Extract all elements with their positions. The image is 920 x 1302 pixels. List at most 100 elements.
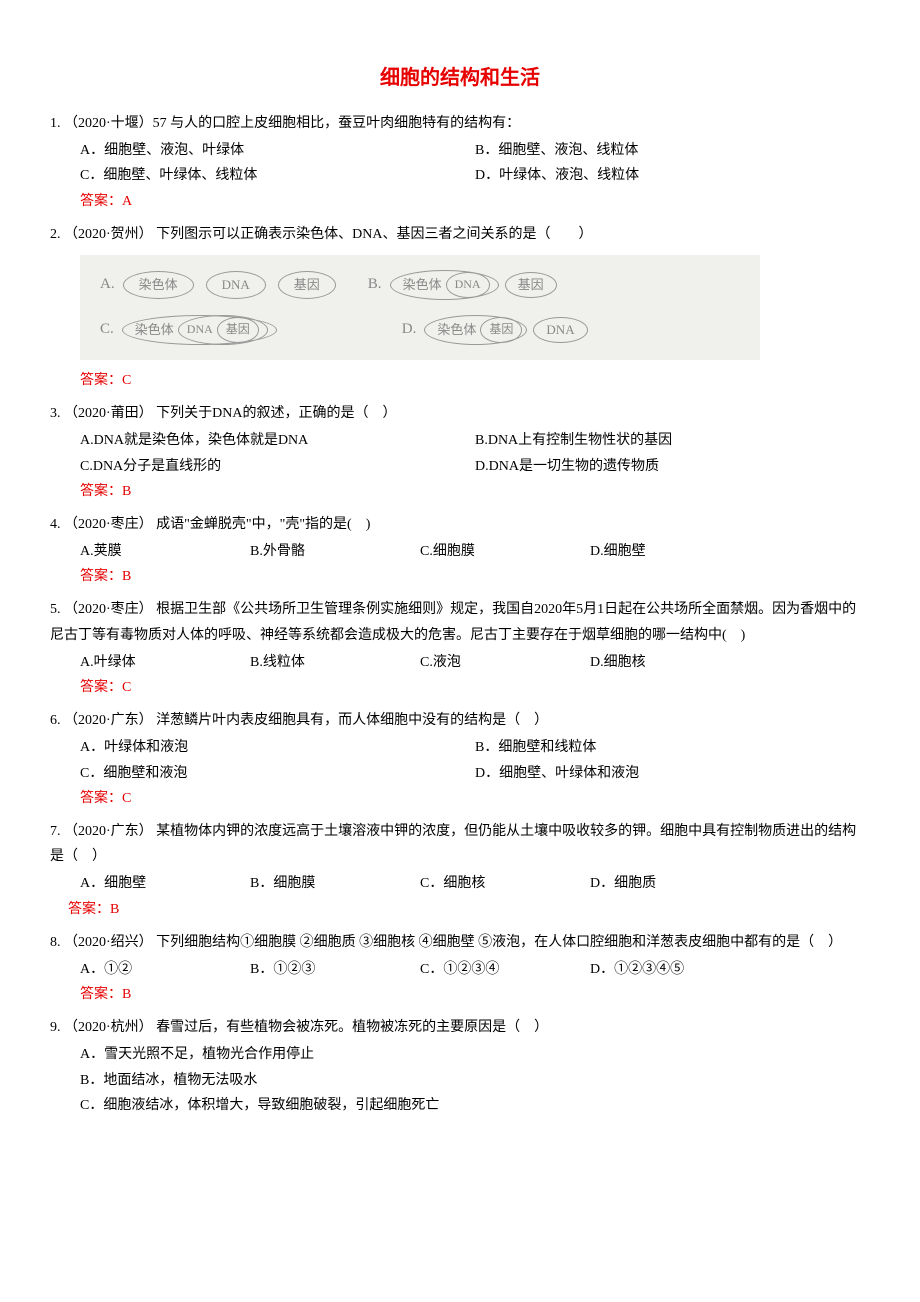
q2-b-dna: DNA — [446, 272, 490, 298]
q6-option-a: A．叶绿体和液泡 — [80, 735, 475, 760]
q3-options-row1: A.DNA就是染色体，染色体就是DNA B.DNA上有控制生物性状的基因 — [50, 428, 870, 453]
q6-text: 6. （2020·广东） 洋葱鳞片叶内表皮细胞具有，而人体细胞中没有的结构是（ … — [50, 708, 870, 733]
q5-option-d: D.细胞核 — [590, 650, 760, 675]
q7-num: 7. — [50, 824, 61, 839]
q7-source: （2020·广东） — [64, 824, 153, 839]
q1-answer: 答案：A — [50, 189, 870, 214]
q5-option-b: B.线粒体 — [250, 650, 420, 675]
q2-c-middle: DNA 基因 — [178, 315, 268, 345]
q2-source: （2020·贺州） — [64, 227, 153, 242]
q3-num: 3. — [50, 406, 61, 421]
q2-diagram: A. 染色体 DNA 基因 B. 染色体 DNA 基因 C. 染色体 DNA 基… — [80, 255, 760, 360]
question-3: 3. （2020·莆田） 下列关于DNA的叙述，正确的是（ ） A.DNA就是染… — [50, 401, 870, 504]
q3-option-c: C.DNA分子是直线形的 — [80, 454, 475, 479]
q6-option-b: B．细胞壁和线粒体 — [475, 735, 870, 760]
q4-answer: 答案：B — [50, 564, 870, 589]
q2-b-outer: 染色体 DNA — [390, 270, 499, 300]
q2-c-chromosome: 染色体 — [135, 318, 174, 341]
q9-source: （2020·杭州） — [64, 1020, 153, 1035]
q1-options-row1: A．细胞壁、液泡、叶绿体 B．细胞壁、液泡、线粒体 — [50, 138, 870, 163]
question-6: 6. （2020·广东） 洋葱鳞片叶内表皮细胞具有，而人体细胞中没有的结构是（ … — [50, 708, 870, 811]
question-8: 8. （2020·绍兴） 下列细胞结构①细胞膜 ②细胞质 ③细胞核 ④细胞壁 ⑤… — [50, 930, 870, 1008]
q3-source: （2020·莆田） — [64, 406, 153, 421]
q2-a-oval1: 染色体 — [123, 271, 194, 299]
q6-options-row1: A．叶绿体和液泡 B．细胞壁和线粒体 — [50, 735, 870, 760]
q2-answer: 答案：C — [50, 368, 870, 393]
q8-option-d: D．①②③④⑤ — [590, 957, 760, 982]
q6-option-c: C．细胞壁和液泡 — [80, 761, 475, 786]
q7-text: 7. （2020·广东） 某植物体内钾的浓度远高于土壤溶液中钾的浓度，但仍能从土… — [50, 819, 870, 869]
q5-text: 5. （2020·枣庄） 根据卫生部《公共场所卫生管理条例实施细则》规定，我国自… — [50, 597, 870, 647]
q2-text: 2. （2020·贺州） 下列图示可以正确表示染色体、DNA、基因三者之间关系的… — [50, 222, 870, 247]
q6-num: 6. — [50, 713, 61, 728]
q5-source: （2020·枣庄） — [64, 602, 153, 617]
q7-answer: 答案：B — [50, 897, 870, 922]
q9-option-a: A．雪天光照不足，植物光合作用停止 — [50, 1042, 870, 1067]
q7-question: 某植物体内钾的浓度远高于土壤溶液中钾的浓度，但仍能从土壤中吸收较多的钾。细胞中具… — [50, 824, 856, 864]
q2-diagram-row1: A. 染色体 DNA 基因 B. 染色体 DNA 基因 — [100, 270, 740, 300]
q6-source: （2020·广东） — [64, 713, 153, 728]
q3-option-b: B.DNA上有控制生物性状的基因 — [475, 428, 870, 453]
q4-text: 4. （2020·枣庄） 成语"金蝉脱壳"中，"壳"指的是( ) — [50, 512, 870, 537]
q1-text: 1. （2020·十堰）57 与人的口腔上皮细胞相比，蚕豆叶肉细胞特有的结构有： — [50, 111, 870, 136]
q1-option-d: D．叶绿体、液泡、线粒体 — [475, 163, 870, 188]
q4-option-b: B.外骨骼 — [250, 539, 420, 564]
q3-options-row2: C.DNA分子是直线形的 D.DNA是一切生物的遗传物质 — [50, 454, 870, 479]
q6-options-row2: C．细胞壁和液泡 D．细胞壁、叶绿体和液泡 — [50, 761, 870, 786]
q5-question: 根据卫生部《公共场所卫生管理条例实施细则》规定，我国自2020年5月1日起在公共… — [50, 602, 856, 642]
question-5: 5. （2020·枣庄） 根据卫生部《公共场所卫生管理条例实施细则》规定，我国自… — [50, 597, 870, 700]
q1-options-row2: C．细胞壁、叶绿体、线粒体 D．叶绿体、液泡、线粒体 — [50, 163, 870, 188]
q2-label-a: A. — [100, 271, 115, 298]
q5-option-c: C.液泡 — [420, 650, 590, 675]
q2-a-oval3: 基因 — [278, 271, 336, 299]
q5-num: 5. — [50, 602, 61, 617]
q4-option-d: D.细胞壁 — [590, 539, 760, 564]
q2-c-gene: 基因 — [217, 317, 259, 343]
q3-answer: 答案：B — [50, 479, 870, 504]
q2-label-c: C. — [100, 316, 114, 343]
q3-question: 下列关于DNA的叙述，正确的是（ ） — [156, 406, 396, 421]
q3-text: 3. （2020·莆田） 下列关于DNA的叙述，正确的是（ ） — [50, 401, 870, 426]
q2-label-b: B. — [368, 271, 382, 298]
q2-d-dna: DNA — [533, 317, 587, 343]
q6-answer: 答案：C — [50, 786, 870, 811]
q2-b-gene: 基因 — [505, 272, 557, 298]
q8-answer: 答案：B — [50, 982, 870, 1007]
q8-num: 8. — [50, 935, 61, 950]
q1-option-c: C．细胞壁、叶绿体、线粒体 — [80, 163, 475, 188]
q4-question: 成语"金蝉脱壳"中，"壳"指的是( ) — [156, 517, 370, 532]
q4-num: 4. — [50, 517, 61, 532]
q7-options: A．细胞壁 B．细胞膜 C．细胞核 D．细胞质 — [50, 871, 870, 896]
q2-c-dna: DNA — [187, 319, 213, 341]
q2-label-d: D. — [402, 316, 417, 343]
q2-diagram-row2: C. 染色体 DNA 基因 D. 染色体 基因 DNA — [100, 315, 740, 345]
q8-options: A．①② B．①②③ C．①②③④ D．①②③④⑤ — [50, 957, 870, 982]
q4-source: （2020·枣庄） — [64, 517, 153, 532]
q1-question: 与人的口腔上皮细胞相比，蚕豆叶肉细胞特有的结构有： — [170, 116, 520, 131]
q9-text: 9. （2020·杭州） 春雪过后，有些植物会被冻死。植物被冻死的主要原因是（ … — [50, 1015, 870, 1040]
q7-option-b: B．细胞膜 — [250, 871, 420, 896]
q9-option-b: B．地面结冰，植物无法吸水 — [50, 1068, 870, 1093]
q1-num: 1. — [50, 116, 61, 131]
q5-answer: 答案：C — [50, 675, 870, 700]
q8-option-c: C．①②③④ — [420, 957, 590, 982]
q8-question: 下列细胞结构①细胞膜 ②细胞质 ③细胞核 ④细胞壁 ⑤液泡，在人体口腔细胞和洋葱… — [156, 935, 842, 950]
document-title: 细胞的结构和生活 — [50, 60, 870, 96]
q2-b-chromosome: 染色体 — [403, 273, 442, 296]
q3-option-a: A.DNA就是染色体，染色体就是DNA — [80, 428, 475, 453]
q4-option-a: A.荚膜 — [80, 539, 250, 564]
q2-question: 下列图示可以正确表示染色体、DNA、基因三者之间关系的是（ ） — [156, 227, 592, 242]
q2-d-outer: 染色体 基因 — [424, 315, 527, 345]
q2-d-gene: 基因 — [480, 317, 522, 343]
question-1: 1. （2020·十堰）57 与人的口腔上皮细胞相比，蚕豆叶肉细胞特有的结构有：… — [50, 111, 870, 214]
q5-option-a: A.叶绿体 — [80, 650, 250, 675]
q6-option-d: D．细胞壁、叶绿体和液泡 — [475, 761, 870, 786]
q4-option-c: C.细胞膜 — [420, 539, 590, 564]
q8-option-a: A．①② — [80, 957, 250, 982]
question-9: 9. （2020·杭州） 春雪过后，有些植物会被冻死。植物被冻死的主要原因是（ … — [50, 1015, 870, 1118]
q6-question: 洋葱鳞片叶内表皮细胞具有，而人体细胞中没有的结构是（ ） — [156, 713, 548, 728]
q9-num: 9. — [50, 1020, 61, 1035]
q7-option-d: D．细胞质 — [590, 871, 760, 896]
q7-option-c: C．细胞核 — [420, 871, 590, 896]
q1-source: （2020·十堰）57 — [64, 116, 167, 131]
